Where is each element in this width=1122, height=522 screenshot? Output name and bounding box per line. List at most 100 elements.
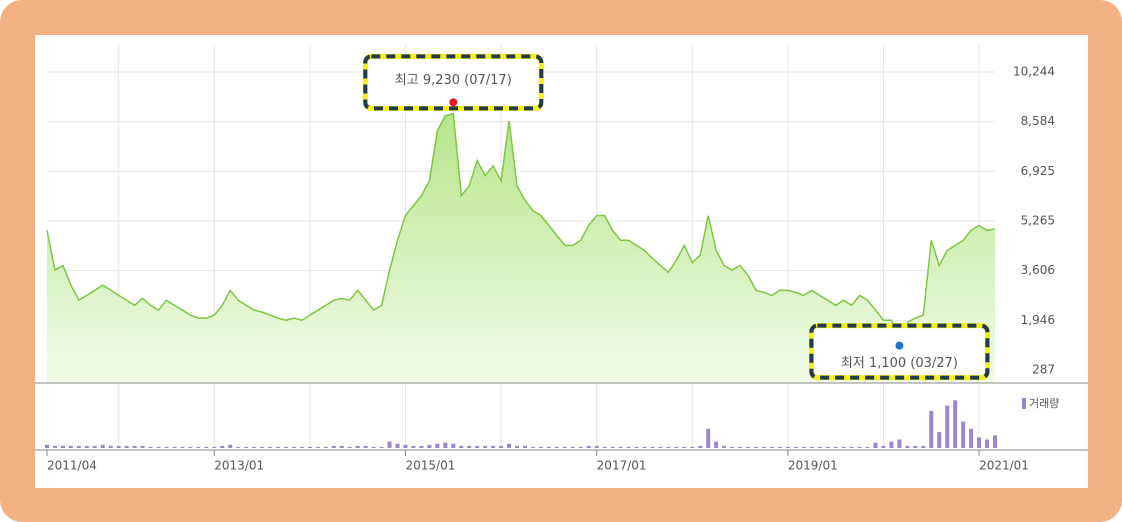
volume-bar <box>76 445 81 448</box>
volume-bar <box>761 446 766 448</box>
volume-bar <box>108 445 113 448</box>
volume-bar <box>554 446 559 448</box>
volume-bar <box>291 446 296 448</box>
volume-bar <box>339 445 344 448</box>
price-area <box>47 113 995 383</box>
x-tick-label: 2015/01 <box>405 459 455 473</box>
volume-bar <box>626 446 631 448</box>
volume-bar <box>634 446 639 448</box>
volume-bar <box>578 446 583 448</box>
volume-bar <box>777 446 782 448</box>
volume-bar <box>570 446 575 448</box>
volume-bar <box>722 445 727 448</box>
volume-bar <box>379 446 384 448</box>
volume-bar <box>124 445 129 448</box>
annotation-dot <box>895 341 904 350</box>
volume-bar <box>45 444 49 448</box>
volume-bar <box>522 445 527 448</box>
volume-bar <box>387 441 392 448</box>
y-tick-label: 3,606 <box>1021 263 1055 277</box>
price-line <box>46 112 996 342</box>
volume-bar <box>809 446 814 448</box>
volume-bar <box>148 446 153 448</box>
x-tick-label: 2021/01 <box>979 459 1029 473</box>
volume-bar <box>435 443 440 448</box>
volume-bar <box>419 445 424 448</box>
legend-label: 거래량 <box>1029 397 1059 410</box>
volume-bar <box>841 446 846 448</box>
volume-bar <box>953 400 958 448</box>
volume-bar <box>658 446 663 448</box>
volume-bar <box>283 446 288 448</box>
volume-bar <box>610 446 615 448</box>
volume-bar <box>969 428 974 448</box>
volume-bar <box>530 446 535 448</box>
volume-bar <box>674 446 679 448</box>
volume-bar <box>443 442 448 448</box>
y-tick-label: 1,946 <box>1021 313 1055 327</box>
volume-bar <box>459 445 464 448</box>
volume-bar <box>60 445 65 448</box>
volume-bar <box>172 446 177 448</box>
volume-bar <box>714 441 719 448</box>
volume-bar <box>140 445 145 448</box>
annotation-dot <box>449 98 458 107</box>
volume-bar <box>403 444 408 448</box>
annotation-text: 최저 1,100 (03/27) <box>841 356 958 371</box>
volume-bar <box>546 446 551 448</box>
volume-bar <box>499 445 504 448</box>
volume-bar <box>491 445 496 448</box>
volume-bar <box>849 446 854 448</box>
volume-bar <box>164 446 169 448</box>
volume-bar <box>180 446 185 448</box>
x-tick-label: 2017/01 <box>597 459 647 473</box>
volume-bar <box>507 443 512 448</box>
volume-bar <box>690 446 695 448</box>
volume-bar <box>299 446 304 448</box>
volume-bar <box>602 446 607 448</box>
volume-bar <box>188 446 193 448</box>
y-tick-label: 6,925 <box>1021 164 1055 178</box>
volume-bar <box>817 446 822 448</box>
volume-bar <box>315 446 320 448</box>
volume-bar <box>889 441 894 448</box>
volume-bar <box>873 442 878 448</box>
volume-bar <box>769 446 774 448</box>
volume-bar <box>754 446 759 448</box>
volume-bar <box>945 405 950 448</box>
annotation-box-dash <box>809 323 990 380</box>
volume-bar <box>921 445 926 448</box>
volume-bar <box>52 445 57 448</box>
volume-bar <box>100 444 105 448</box>
volume-bar <box>204 446 209 448</box>
volume-bar <box>68 445 73 448</box>
volume-bar <box>594 445 599 448</box>
volume-bar <box>236 446 241 448</box>
volume-bar <box>220 445 225 448</box>
x-tick-label: 2019/01 <box>788 459 838 473</box>
volume-bar <box>586 445 591 448</box>
volume-bar <box>857 446 862 448</box>
volume-bar <box>451 443 456 448</box>
volume-bar <box>738 446 743 448</box>
legend-swatch <box>1022 398 1026 409</box>
volume-bar <box>905 445 910 448</box>
volume-bar <box>650 446 655 448</box>
volume-bar <box>260 446 265 448</box>
volume-bar <box>682 446 687 448</box>
volume-bar <box>323 446 328 448</box>
volume-bar <box>244 446 249 448</box>
volume-bar <box>307 446 312 448</box>
volume-bar <box>937 432 942 448</box>
volume-bar <box>642 446 647 448</box>
volume-bar <box>881 445 886 448</box>
y-tick-label: 5,265 <box>1021 214 1055 228</box>
volume-bar <box>865 446 870 448</box>
volume-bar <box>785 446 790 448</box>
volume-bar <box>801 446 806 448</box>
volume-bar <box>116 445 121 448</box>
volume-bar <box>411 445 416 448</box>
volume-bar <box>371 446 376 448</box>
